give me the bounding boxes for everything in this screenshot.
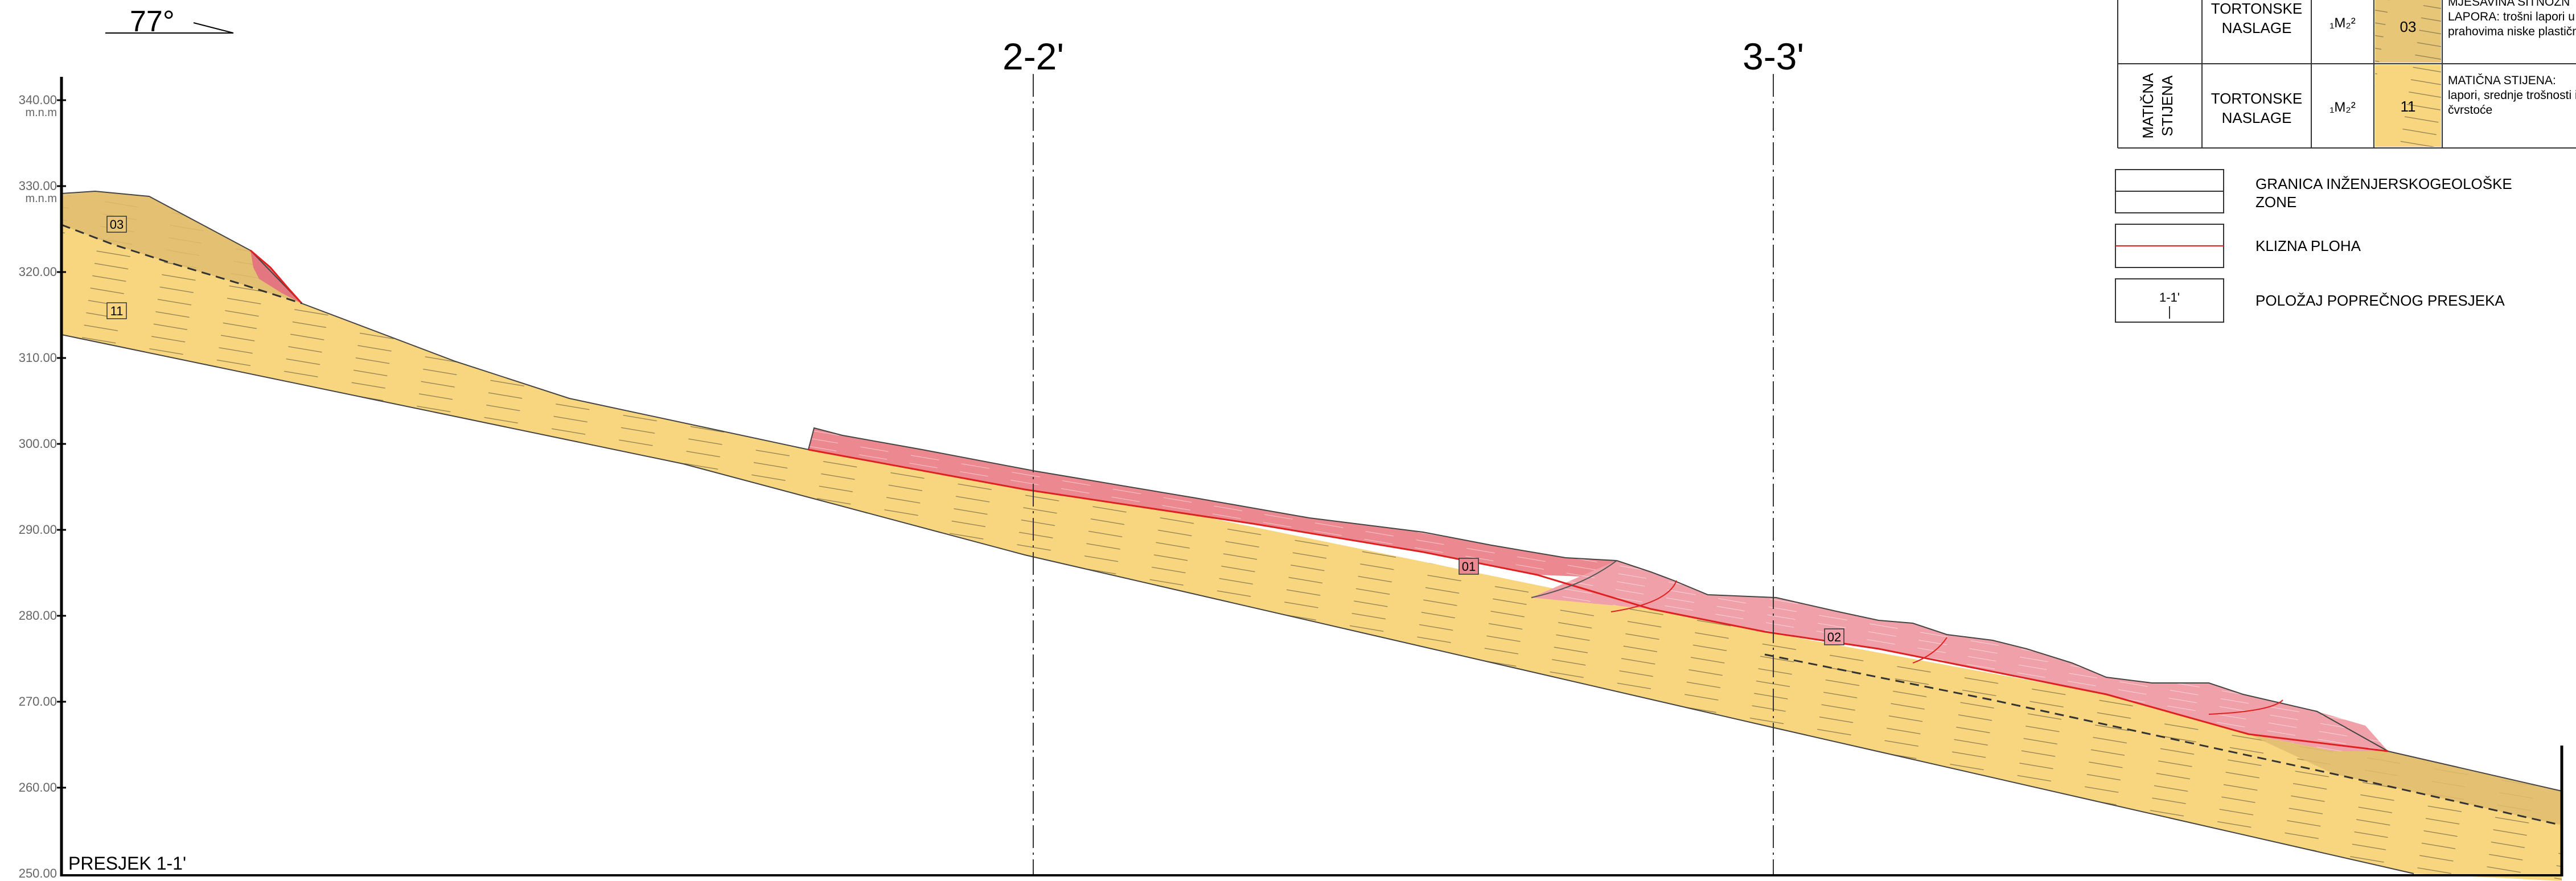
svg-text:01: 01 [1462,559,1476,574]
cross-section-label-2-2: 2-2' [1003,35,1064,77]
landslide-body-02-hatch [1531,561,2388,751]
legend-code: 11 [2401,98,2416,115]
legend-desc-line: prahovima niske plastičn [2448,25,2576,38]
tick-label: 260.00 [19,780,57,794]
svg-text:03: 03 [110,217,124,232]
legend-symbol-label: GRANICA INŽENJERSKOGEOLOŠKE [2255,175,2512,192]
tick-label: 310.00 [19,351,57,365]
legend-desc-line: lapori, srednje trošnosti i [2448,89,2576,102]
tick-label: 250.00 [19,866,57,880]
legend-row-03: TORTONSKE NASLAGE ₁M₂² 03 MJEŠAVINA SITN… [2211,0,2576,63]
legend-symbol: ₁M₂² [2330,100,2355,115]
slip-surface-arc-2 [1610,580,1677,612]
legend-formation-line: TORTONSKE [2211,90,2302,107]
y-axis-ticks: 340.00 m.n.m 330.00 m.n.m 320.00 310.00 … [19,93,57,880]
weathered-zone-03-lower [2249,734,2562,825]
bedrock-base-line [61,334,2414,874]
zone-label-01: 01 [1458,558,1479,575]
svg-text:02: 02 [1827,630,1841,644]
y-axis-tick-marks [57,99,66,789]
legend-formation-line: TORTONSKE [2211,0,2302,17]
slip-surface-main [808,448,2389,752]
legend-desc-line: MATIČNA STIJENA: [2448,74,2556,87]
legend-code: 03 [2400,18,2417,35]
legend-slip-surface: KLIZNA PLOHA [2115,224,2361,268]
tick-unit: m.n.m [25,192,57,205]
legend-section-position: 1-1' POLOŽAJ POPREČNOG PRESJEKA [2115,278,2505,323]
tick-label: 330.00 [19,179,57,193]
zone-label-02: 02 [1824,628,1844,645]
legend-row-11: MATIČNA STIJENA TORTONSKE NASLAGE ₁M₂² 1… [2139,65,2576,147]
slip-surface-arc-3 [1912,637,1948,664]
slip-surface-arc-1 [1531,560,1617,598]
legend-desc-line: čvrstoće [2448,104,2492,117]
legend-symbol-label: POLOŽAJ POPREČNOG PRESJEKA [2255,292,2505,309]
zone-label-03: 03 [106,216,127,233]
zone-boundary-lower [1764,653,2562,826]
terrain-surface [61,190,2562,792]
tick-unit: m.n.m [25,106,57,119]
legend-formation-line: NASLAGE [2222,19,2292,36]
cross-section-label-3-3: 3-3' [1743,35,1804,77]
legend-table [2117,0,2576,149]
slip-surface-upper [250,249,303,304]
legend-symbol-label: ZONE [2255,194,2296,211]
tick-label: 320.00 [19,265,57,279]
zone-label-11: 11 [106,302,127,319]
slip-surface-arc-4 [2208,699,2283,715]
legend-symbol-label: KLIZNA PLOHA [2255,237,2361,254]
zone-boundary-upper [61,224,302,304]
svg-text:11: 11 [110,304,124,318]
section-title: PRESJEK 1-1' [68,853,186,874]
tick-label: 290.00 [19,522,57,537]
legend-group-line: STIJENA [2159,75,2176,137]
landslide-body-01-hatch [808,428,1617,578]
legend-zone-boundary: GRANICA INŽENJERSKOGEOLOŠKE ZONE [2115,169,2512,213]
tick-label: 280.00 [19,608,57,623]
tick-label: 300.00 [19,437,57,451]
legend-formation-line: NASLAGE [2222,109,2292,126]
legend-group-line: MATIČNA [2139,73,2156,139]
orientation-arrow [193,22,234,34]
legend-desc-line: MJEŠAVINA SITNOZN [2448,0,2570,9]
legend: TORTONSKE NASLAGE ₁M₂² 03 MJEŠAVINA SITN… [2115,0,2576,323]
legend-symbol: ₁M₂² [2330,15,2355,31]
bedrock-hatch [61,191,2562,881]
tick-label: 270.00 [19,694,57,709]
tick-label: 340.00 [19,93,57,107]
legend-desc-line: LAPORA: trošni lapori u [2448,10,2575,23]
legend-section-sample: 1-1' [2159,290,2180,304]
